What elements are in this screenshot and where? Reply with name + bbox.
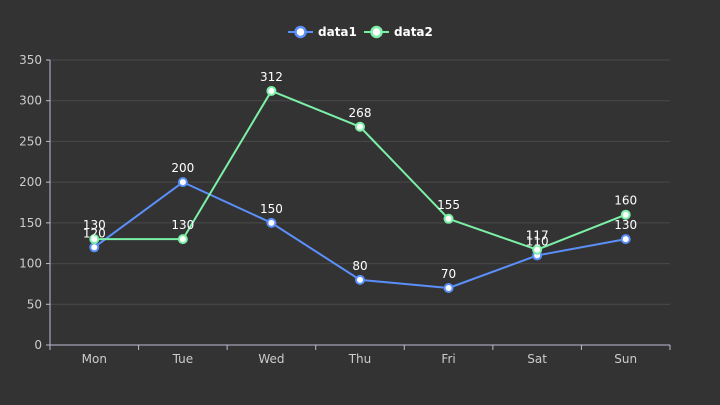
legend-label: data1 (318, 25, 357, 39)
y-tick-label: 300 (19, 94, 42, 108)
legend-item-data2[interactable]: data2 (364, 25, 433, 39)
data-point-data1[interactable] (266, 217, 277, 228)
data-label-data2: 117 (526, 229, 549, 243)
data-label-data1: 120 (83, 226, 106, 240)
data-label-data2: 312 (260, 70, 283, 84)
y-tick-label: 350 (19, 53, 42, 67)
x-tick-label: Sun (614, 352, 637, 366)
y-tick-label: 250 (19, 134, 42, 148)
y-tick-label: 200 (19, 175, 42, 189)
data-labels: 120 200 150 80 70 110 130 130 130 312 268 155 117 160 (83, 70, 637, 281)
series-layer (89, 85, 631, 293)
legend-marker-icon (370, 25, 383, 39)
legend[interactable]: data1 data2 (288, 25, 433, 39)
y-tick-label: 50 (27, 297, 42, 311)
legend-item-data1[interactable]: data1 (288, 25, 357, 39)
data-label-data1: 200 (171, 161, 194, 175)
data-label-data2: 155 (437, 198, 460, 212)
data-label-data1: 130 (614, 218, 637, 232)
x-tick-label: Fri (441, 352, 455, 366)
y-tick-label: 100 (19, 257, 42, 271)
legend-label: data2 (394, 25, 433, 39)
y-tick-label: 150 (19, 216, 42, 230)
data-point-data1[interactable] (355, 274, 365, 285)
data-point-data1[interactable] (620, 234, 631, 245)
x-tick-label: Tue (172, 352, 194, 366)
data-point-data2[interactable] (443, 213, 454, 224)
data-point-data2[interactable] (177, 234, 188, 245)
data-point-data2[interactable] (355, 121, 365, 132)
x-tick-label: Sat (527, 352, 547, 366)
legend-marker-icon (294, 25, 307, 39)
x-tick-label: Wed (258, 352, 284, 366)
data-label-data1: 150 (260, 202, 283, 216)
data-point-data2[interactable] (532, 244, 543, 255)
grid-lines (50, 59, 670, 305)
data-label-data2: 130 (83, 218, 106, 232)
data-label-data2: 268 (349, 106, 372, 120)
data-label-data2: 130 (171, 218, 194, 232)
data-label-data2: 160 (614, 194, 637, 208)
x-tick-label: Thu (348, 352, 372, 366)
y-tick-label: 0 (34, 338, 42, 352)
data-point-data1[interactable] (443, 283, 454, 293)
data-point-data1[interactable] (89, 242, 100, 253)
data-point-data2[interactable] (266, 85, 277, 96)
x-tick-label: Mon (82, 352, 107, 366)
data-point-data1[interactable] (177, 177, 188, 188)
data-label-data1: 80 (352, 259, 367, 273)
axes: 0 50 100 150 200 250 300 350 Mon Tue Wed Thu Fri Sat S… (19, 53, 671, 366)
data-point-data2[interactable] (620, 209, 631, 220)
data-point-data2[interactable] (89, 234, 100, 245)
data-label-data1: 110 (526, 234, 549, 248)
data-label-data1: 70 (441, 267, 456, 281)
